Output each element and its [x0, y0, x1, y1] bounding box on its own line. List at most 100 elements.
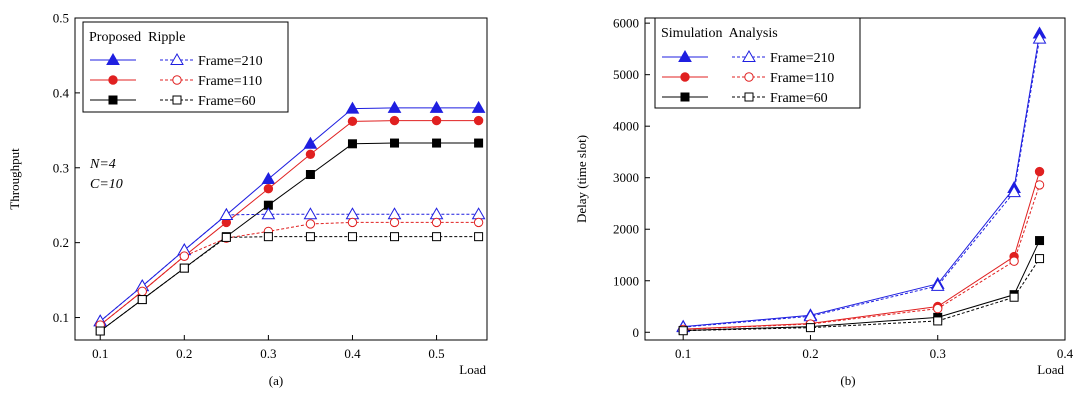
data-point: [473, 115, 484, 126]
legend-b: Simulation Analysis Frame=210 Frame=110 Fr…: [654, 17, 861, 109]
ylabel-a: Throughput: [7, 148, 22, 210]
y-tick-label: 1000: [613, 273, 639, 288]
data-point: [471, 100, 486, 113]
data-point: [1009, 256, 1019, 266]
ylabel-b: Delay (time slot): [574, 135, 589, 223]
series-6-a: [95, 232, 484, 336]
legend-marker-filled: [108, 95, 118, 105]
x-tick-label: 0.5: [428, 346, 444, 361]
data-point: [390, 138, 400, 148]
x-tick-label: 0.4: [344, 346, 361, 361]
legend-marker-filled: [108, 75, 118, 85]
data-point: [387, 100, 402, 113]
data-point: [305, 232, 315, 242]
panel-label-b: (b): [840, 373, 855, 388]
data-point: [263, 232, 273, 242]
y-tick-label: 0.3: [53, 160, 69, 175]
y-tick-label: 4000: [613, 119, 639, 134]
series-line: [683, 38, 1041, 328]
data-point: [137, 286, 147, 297]
data-point: [263, 184, 274, 194]
xlabel-a: Load: [459, 362, 486, 377]
legend-label: Frame=210: [198, 54, 263, 69]
data-point: [473, 217, 484, 228]
data-point: [431, 115, 442, 126]
legend-marker-filled: [680, 92, 690, 102]
legend-label: Frame=60: [770, 91, 828, 106]
data-point: [805, 323, 815, 333]
data-point: [432, 138, 442, 148]
y-tick-label: 0.4: [53, 85, 70, 100]
data-point: [1009, 292, 1019, 302]
series-line: [99, 236, 479, 332]
x-tick-label: 0.2: [802, 346, 818, 361]
data-point: [429, 207, 444, 220]
annotation-c: C=10: [90, 177, 123, 192]
legend-title-a: Proposed Ripple: [89, 30, 185, 45]
legend-label: Frame=210: [770, 51, 835, 66]
data-point: [179, 263, 189, 273]
data-point: [471, 207, 486, 220]
series-4-a: [93, 207, 486, 327]
data-point: [179, 251, 190, 261]
legend-marker-open: [170, 52, 184, 65]
y-tick-label: 0.5: [53, 11, 69, 26]
data-point: [390, 232, 400, 242]
legend-marker-open: [742, 49, 756, 62]
series-5-b: [678, 180, 1045, 335]
data-point: [303, 207, 318, 220]
legend-marker-open: [744, 92, 754, 102]
legend-marker-filled: [106, 52, 120, 65]
data-point: [930, 278, 945, 291]
x-tick-label: 0.3: [930, 346, 946, 361]
series-line: [99, 142, 479, 332]
series-2-a: [95, 115, 484, 330]
data-point: [261, 171, 276, 184]
data-point: [387, 207, 402, 220]
plot-frame-a: [74, 17, 488, 341]
legend-label: Frame=110: [770, 71, 834, 86]
data-point: [431, 217, 442, 228]
series-5-a: [95, 217, 484, 330]
series-line: [99, 221, 479, 326]
series-line: [99, 213, 479, 322]
data-point: [261, 207, 276, 220]
legend-a: Proposed Ripple Frame=210 Frame=110 Frame=…: [82, 21, 289, 113]
series-6-b: [678, 254, 1045, 336]
xlabel-b: Load: [1037, 362, 1064, 377]
y-tick-label: 0: [633, 325, 640, 340]
data-point: [474, 232, 484, 242]
data-point: [1034, 166, 1045, 177]
y-tick-label: 2000: [613, 222, 639, 237]
data-point: [1034, 180, 1045, 190]
data-point: [1035, 254, 1045, 264]
data-point: [678, 326, 688, 336]
x-tick-label: 0.1: [675, 346, 691, 361]
x-tick-label: 0.1: [92, 346, 108, 361]
data-point: [305, 219, 316, 229]
panel-b: Delay (time slot) Load (b) 0.1 0.2 0.3 0.4 0…: [574, 16, 1074, 388]
data-point: [305, 170, 315, 180]
x-tick-label: 0.3: [260, 346, 276, 361]
data-point: [221, 232, 231, 242]
data-point: [933, 316, 943, 326]
legend-marker-filled: [680, 72, 690, 82]
data-point: [347, 139, 357, 149]
x-tick-label: 0.4: [1057, 346, 1074, 361]
legend-marker-open: [172, 75, 182, 85]
data-point: [95, 326, 105, 336]
series-line: [683, 258, 1040, 332]
legend-marker-filled: [678, 49, 692, 62]
legend-label: Frame=60: [198, 94, 256, 109]
data-point: [347, 217, 358, 228]
data-point: [347, 116, 358, 127]
data-point: [429, 100, 444, 113]
data-point: [137, 295, 147, 305]
panel-label-a: (a): [269, 373, 283, 388]
data-point: [1035, 236, 1045, 246]
data-point: [219, 207, 234, 220]
series-3-b: [678, 236, 1045, 335]
y-tick-label: 6000: [613, 16, 639, 31]
data-point: [389, 115, 400, 126]
